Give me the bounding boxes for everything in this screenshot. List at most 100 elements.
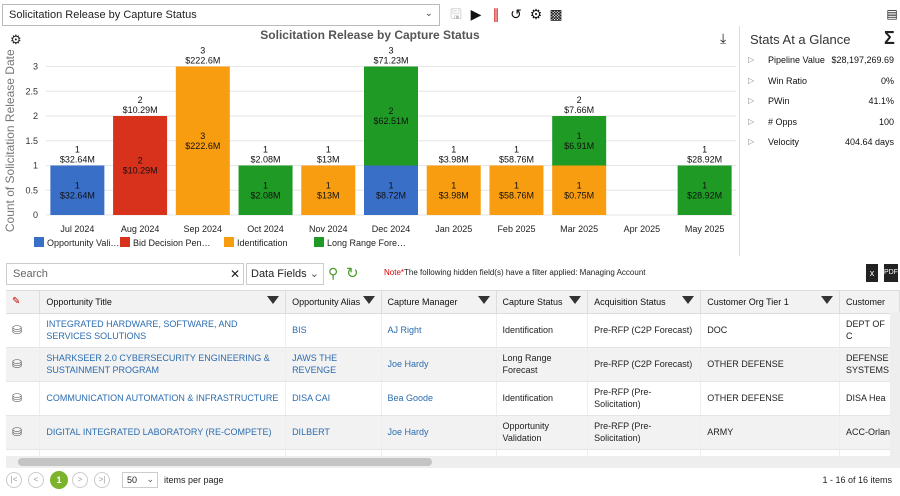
table-cell[interactable]: SHARKSEER 2.0 CYBERSECURITY ENGINEERING … [39,347,287,382]
table-cell[interactable]: COMMUNICATION AUTOMATION & INFRASTRUCTUR… [39,381,287,416]
bar-segment[interactable] [364,66,418,166]
bar-segment[interactable] [113,116,168,215]
table-row[interactable]: ⛁ COMMUNICATION AUTOMATION & INFRASTRUCTU… [6,381,900,416]
row-details-cell[interactable]: ⛁ [6,347,41,382]
table-cell[interactable] [285,449,382,456]
next-page-button[interactable]: > [72,472,88,488]
stat-row[interactable]: ▷ PWin 41.1% [748,96,894,110]
filter-icon[interactable] [821,296,834,304]
expand-icon[interactable]: ▷ [748,96,755,105]
table-cell[interactable]: DILBERT [285,415,382,450]
legend-swatch[interactable] [34,237,44,247]
chart-toggle-icon[interactable]: ▤ [886,7,898,21]
save-icon[interactable]: 🖫 [450,6,462,22]
database-icon[interactable]: ⛁ [12,356,23,371]
table-cell: Long Range Forecast [496,347,589,382]
filter-icon[interactable] [267,296,280,304]
column-header[interactable]: Customer Org Tier 1 [700,291,841,314]
last-page-button[interactable]: >| [94,472,110,488]
table-cell[interactable]: DIGITAL INTEGRATED LABORATORY (RE-COMPET… [39,415,287,450]
per-page-select[interactable]: 50 ⌄ [122,472,158,488]
bar-segment[interactable] [426,165,481,216]
export-icon[interactable]: ▩ [549,6,563,22]
database-icon[interactable]: ⛁ [12,424,23,439]
download-icon[interactable]: ⤓ [720,30,727,46]
table-cell[interactable]: BIS [285,313,382,348]
prev-page-button[interactable]: < [28,472,44,488]
reset-icon[interactable]: ↺ [510,6,522,22]
filter-icon[interactable] [477,296,490,304]
report-select[interactable]: Solicitation Release by Capture Status ⌄ [2,4,440,26]
row-details-cell[interactable]: ⛁ [6,313,41,348]
table-cell[interactable]: DISA CAI [285,381,382,416]
expand-icon[interactable]: ▷ [748,75,755,85]
row-details-cell[interactable]: ⛁ [6,449,41,456]
table-cell[interactable]: Joe Hardy [381,415,497,450]
filter-icon[interactable] [569,296,582,304]
current-page-button[interactable]: 1 [50,471,68,489]
search-icon[interactable]: ⚲ [328,265,339,281]
legend-swatch[interactable] [314,237,324,247]
first-page-button[interactable]: |< [6,472,22,488]
bar-segment[interactable] [489,165,544,216]
chart-settings-icon[interactable]: ⚙ [10,32,22,47]
row-details-cell[interactable]: ⛁ [6,415,41,450]
column-header[interactable]: Opportunity Alias [285,291,382,314]
table-cell[interactable] [381,449,497,456]
stat-row[interactable]: ▷ # Opps 100 [748,117,894,131]
column-header[interactable]: Customer [839,291,900,314]
database-icon[interactable]: ⛁ [12,322,23,337]
table-row[interactable]: ⛁ DIGITAL INTEGRATED LABORATORY (RE-COMPE… [6,415,900,450]
opportunities-table: ✎ Opportunity Title Opportunity Alias Capt… [6,291,900,456]
edit-icon[interactable]: ✎ [12,296,21,308]
bar-segment[interactable] [364,165,418,216]
bar-segment[interactable] [175,66,230,216]
bar-segment[interactable] [238,165,293,216]
expand-icon[interactable]: ▷ [748,116,755,126]
bar-segment[interactable] [552,116,607,166]
data-fields-select[interactable]: Data Fields ⌄ [246,263,324,285]
table-row[interactable]: ⛁ SHARKSEER 2.0 CYBERSECURITY ENGINEERING… [6,347,900,382]
save-as-icon[interactable]: ▶ [470,6,482,22]
expand-icon[interactable]: ▷ [748,137,755,146]
legend-swatch[interactable] [120,237,130,247]
bar-segment-count: 1 [451,180,456,190]
bar-segment-count: 3 [200,131,205,141]
column-header[interactable]: Acquisition Status [587,291,702,314]
close-icon[interactable]: ✕ [230,267,241,281]
search-input[interactable]: Search [6,263,244,285]
excel-export-icon[interactable]: x [866,264,878,282]
table-row[interactable]: ⛁TRANSCOM CLOUD OPTIMAL DEVSECOPS ECOSYS… [6,449,900,456]
table-cell[interactable]: Bea Goode [381,381,497,416]
table-cell[interactable]: AJ Right [381,313,497,348]
stat-label: PWin [768,96,790,106]
stat-row[interactable]: ▷ Velocity 404.64 days [748,137,894,151]
bar-segment[interactable] [677,165,732,216]
column-header[interactable]: Opportunity Title [39,291,287,314]
row-details-cell[interactable]: ⛁ [6,381,41,416]
gear-icon[interactable]: ⚙ [529,6,543,22]
bar-total-count: 1 [326,145,331,155]
expand-icon[interactable]: ▷ [748,55,755,64]
pdf-export-icon[interactable]: PDF [884,264,898,282]
bar-segment[interactable] [50,165,105,216]
stat-row[interactable]: ▷ Win Ratio 0% [748,76,894,90]
stat-row[interactable]: ▷ Pipeline Value $28,197,269.69 [748,55,894,69]
filter-icon[interactable] [682,296,695,304]
column-header[interactable]: Capture Manager [381,291,497,314]
bar-segment[interactable] [552,165,607,216]
table-row[interactable]: ⛁ INTEGRATED HARDWARE, SOFTWARE, AND SERV… [6,313,900,348]
database-icon[interactable]: ⛁ [12,390,23,405]
table-cell[interactable]: INTEGRATED HARDWARE, SOFTWARE, AND SERVI… [39,313,287,348]
horizontal-scroll-thumb[interactable] [18,458,432,466]
chart-edit-icon[interactable]: ∥ [492,6,500,22]
table-cell[interactable]: Joe Hardy [381,347,497,382]
table-cell[interactable]: JAWS THE REVENGE [285,347,382,382]
filter-icon[interactable] [362,296,375,304]
column-header[interactable]: Capture Status [496,291,589,314]
refresh-icon[interactable]: ↻ [346,265,359,282]
legend-swatch[interactable] [224,237,234,247]
table-cell[interactable]: TRANSCOM CLOUD OPTIMAL DEVSECOPS ECOSYST… [39,449,287,456]
vertical-scrollbar[interactable] [890,312,900,456]
bar-segment[interactable] [301,165,356,216]
